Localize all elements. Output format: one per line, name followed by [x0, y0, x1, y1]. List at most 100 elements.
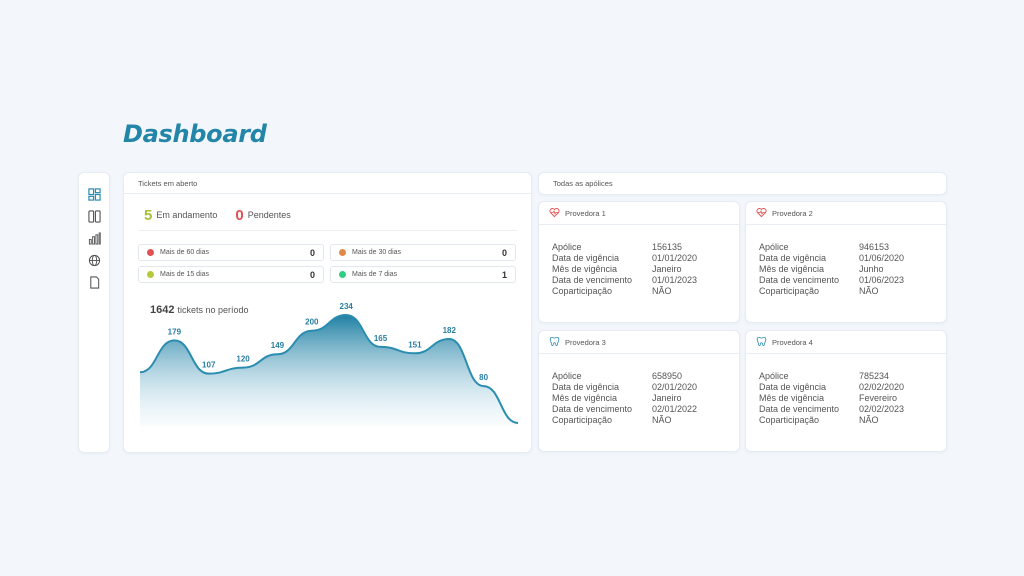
copay-value: NÃO — [652, 415, 672, 425]
start-month: Fevereiro — [859, 393, 898, 403]
field-label: Data de vigência — [759, 382, 827, 392]
in-progress-label: Em andamento — [156, 210, 218, 220]
age-bucket-label: Mais de 15 dias — [160, 271, 210, 278]
age-bucket-count: 1 — [501, 269, 507, 280]
tickets-panel: Tickets em aberto 5 Em andamento 0 Pende… — [123, 172, 532, 453]
data-label: 234 — [340, 302, 354, 311]
policy-card[interactable]: Provedora 2 Apólice 946153 Data de vigênc… — [745, 201, 947, 323]
policy-number: 156135 — [652, 242, 683, 252]
area-fill — [140, 315, 518, 426]
start-month: Janeiro — [652, 264, 682, 274]
policies-title: Todas as apólices — [553, 179, 613, 188]
start-date: 01/06/2020 — [859, 253, 905, 263]
copay-value: NÃO — [652, 286, 672, 296]
field-label: Mês de vigência — [759, 264, 825, 274]
field-label: Coparticipação — [759, 286, 820, 296]
provider-name: Provedora 2 — [772, 208, 813, 218]
field-label: Data de vencimento — [552, 404, 633, 414]
data-label: 200 — [305, 318, 319, 327]
globe-icon[interactable] — [87, 253, 101, 267]
pending-count: 0 — [235, 206, 244, 224]
tickets-summary: 5 Em andamento 0 Pendentes — [144, 206, 291, 224]
status-dot — [339, 249, 346, 256]
field-label: Mês de vigência — [759, 393, 825, 403]
field-label: Coparticipação — [759, 415, 820, 425]
age-bucket-15[interactable]: Mais de 15 dias 0 — [138, 266, 324, 283]
age-bucket-label: Mais de 30 dias — [352, 249, 402, 256]
due-date: 02/02/2023 — [859, 404, 905, 414]
field-label: Apólice — [552, 371, 582, 381]
age-bucket-7[interactable]: Mais de 7 dias 1 — [330, 266, 516, 283]
status-dot — [147, 249, 154, 256]
age-bucket-count: 0 — [501, 247, 507, 258]
heart-pulse-icon — [756, 207, 772, 220]
data-label: 179 — [168, 327, 182, 336]
due-date: 01/01/2023 — [652, 275, 698, 285]
age-bucket-label: Mais de 60 dias — [160, 249, 210, 256]
sidebar — [78, 172, 110, 453]
policy-card[interactable]: Provedora 1 Apólice 156135 Data de vigênc… — [538, 201, 740, 323]
field-label: Mês de vigência — [552, 393, 618, 403]
due-date: 01/06/2023 — [859, 275, 905, 285]
policy-number: 785234 — [859, 371, 890, 381]
in-progress-count: 5 — [144, 206, 153, 224]
bar-chart-icon[interactable] — [87, 231, 101, 245]
due-date: 02/01/2022 — [652, 404, 698, 414]
age-bucket-count: 0 — [309, 247, 315, 258]
field-label: Coparticipação — [552, 415, 613, 425]
field-label: Data de vencimento — [552, 275, 633, 285]
data-label: 165 — [374, 334, 388, 343]
age-bucket-label: Mais de 7 dias — [352, 271, 398, 278]
divider — [138, 230, 517, 231]
provider-name: Provedora 3 — [565, 337, 606, 347]
copay-value: NÃO — [859, 286, 879, 296]
tickets-total-count: 1642 — [150, 304, 175, 316]
policy-number: 946153 — [859, 242, 890, 252]
field-label: Data de vigência — [759, 253, 827, 263]
provider-name: Provedora 4 — [772, 337, 813, 347]
document-icon[interactable] — [87, 275, 101, 289]
field-label: Apólice — [759, 242, 789, 252]
field-label: Data de vencimento — [759, 275, 840, 285]
age-bucket-30[interactable]: Mais de 30 dias 0 — [330, 244, 516, 261]
age-bucket-count: 0 — [309, 269, 315, 280]
data-label: 107 — [202, 361, 216, 370]
policy-card[interactable]: Provedora 3 Apólice 658950 Data de vigênc… — [538, 330, 740, 452]
series-line — [139, 313, 519, 424]
data-label: 182 — [443, 326, 457, 335]
status-dot — [339, 271, 346, 278]
data-label: 149 — [271, 341, 285, 350]
pending-label: Pendentes — [247, 210, 291, 220]
data-label: 80 — [479, 373, 488, 382]
status-dot — [147, 271, 154, 278]
provider-name: Provedora 1 — [565, 208, 606, 218]
policy-number: 658950 — [652, 371, 683, 381]
policies-header: Todas as apólices — [538, 172, 947, 195]
start-date: 01/01/2020 — [652, 253, 698, 263]
start-month: Janeiro — [652, 393, 682, 403]
copay-value: NÃO — [859, 415, 879, 425]
field-label: Data de vencimento — [759, 404, 840, 414]
field-label: Data de vigência — [552, 382, 620, 392]
field-label: Coparticipação — [552, 286, 613, 296]
field-label: Apólice — [552, 242, 582, 252]
age-bucket-60[interactable]: Mais de 60 dias 0 — [138, 244, 324, 261]
tickets-total-label: tickets no período — [177, 305, 249, 315]
heart-pulse-icon — [549, 207, 565, 220]
data-label: 120 — [236, 355, 250, 364]
policy-card[interactable]: Provedora 4 Apólice 785234 Data de vigênc… — [745, 330, 947, 452]
tickets-header: Tickets em aberto — [124, 173, 531, 194]
page-title: Dashboard — [123, 120, 267, 148]
dashboard-icon[interactable] — [87, 187, 101, 201]
data-label: 151 — [408, 340, 422, 349]
start-date: 02/02/2020 — [859, 382, 905, 392]
start-date: 02/01/2020 — [652, 382, 698, 392]
field-label: Data de vigência — [552, 253, 620, 263]
columns-icon[interactable] — [87, 209, 101, 223]
tooth-icon — [756, 336, 772, 349]
tooth-icon — [549, 336, 565, 349]
field-label: Apólice — [759, 371, 789, 381]
field-label: Mês de vigência — [552, 264, 618, 274]
start-month: Junho — [859, 264, 884, 274]
tickets-area-chart: 179 107 120 149 200 234 165 151 182 80 — [139, 302, 519, 426]
